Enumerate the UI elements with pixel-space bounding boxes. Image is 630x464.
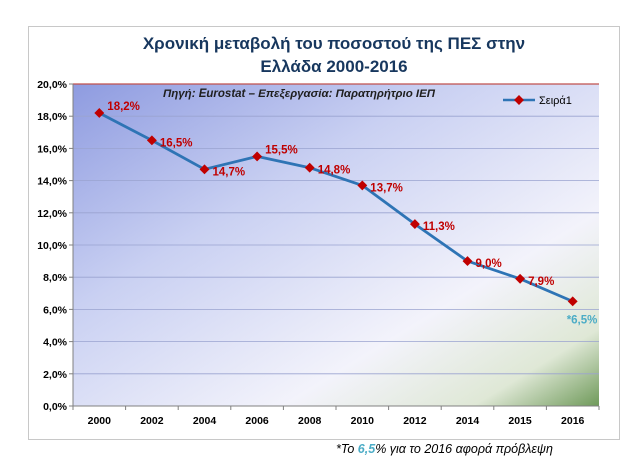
- source-note: Πηγή: Eurostat – Επεξεργασία: Παρατηρήτρ…: [163, 88, 436, 100]
- y-axis-ticks: 0,0% 2,0% 4,0% 6,0% 8,0% 10,0% 12,0% 14,0% 16,0%…: [37, 79, 67, 413]
- x-tick-label: 2002: [140, 415, 164, 427]
- data-point-marker: [304, 162, 315, 173]
- x-tick-label: 2000: [88, 415, 112, 427]
- series-layer: [94, 108, 578, 307]
- series-line: [98, 111, 574, 303]
- x-tick-label: 2016: [561, 415, 585, 427]
- chart-title-line-1: Χρονική μεταβολή του ποσοστού της ΠΕΣ στ…: [143, 34, 525, 53]
- chart-svg: Χρονική μεταβολή του ποσοστού της ΠΕΣ στ…: [37, 34, 600, 427]
- y-tick-label: 6,0%: [43, 304, 68, 316]
- y-tick-label: 2,0%: [43, 369, 68, 381]
- legend-marker-swatch: [514, 95, 524, 105]
- y-tick-label: 12,0%: [37, 208, 67, 220]
- data-point-marker: [409, 219, 420, 230]
- data-label: 14,7%: [213, 166, 246, 178]
- footnote-prefix: *Το: [336, 442, 358, 456]
- x-axis-ticks: 2000 2002 2004 2006 2008 2010 2012 2014 2015 2016: [72, 406, 600, 427]
- data-point-marker: [94, 108, 105, 118]
- data-label: 14,8%: [318, 165, 351, 177]
- x-tick-label: 2015: [508, 415, 532, 427]
- chart-frame: Χρονική μεταβολή του ποσοστού της ΠΕΣ στ…: [28, 26, 620, 440]
- x-tick-label: 2012: [403, 415, 427, 427]
- footnote-suffix: % για το 2016 αφορά πρόβλεψη: [375, 442, 553, 456]
- legend: Σειρά1: [503, 95, 572, 107]
- chart-title-line-2: Ελλάδα 2000-2016: [260, 57, 407, 76]
- data-label-layer: 18,2% 16,5% 14,7% 15,5% 14,8% 13,7% 11,3% 9,0% 7…: [107, 101, 597, 326]
- grid-layer: [69, 83, 599, 407]
- data-point-marker: [567, 296, 578, 307]
- data-label: *6,5%: [567, 314, 598, 326]
- data-label: 15,5%: [265, 144, 298, 156]
- x-tick-label: 2014: [456, 415, 480, 427]
- data-point-marker: [252, 151, 263, 162]
- data-label: 11,3%: [423, 221, 455, 233]
- y-tick-label: 18,0%: [37, 111, 67, 123]
- x-tick-label: 2008: [298, 415, 322, 427]
- y-tick-label: 20,0%: [37, 79, 67, 91]
- data-point-marker: [199, 164, 210, 175]
- legend-series-name: Σειρά1: [539, 95, 572, 107]
- x-tick-label: 2006: [245, 415, 269, 427]
- y-tick-label: 0,0%: [43, 401, 68, 413]
- y-tick-label: 4,0%: [43, 337, 68, 349]
- data-label: 7,9%: [528, 276, 554, 288]
- footnote: *Το 6,5% για το 2016 αφορά πρόβλεψη: [336, 442, 553, 456]
- y-tick-label: 10,0%: [37, 240, 67, 252]
- data-point-marker: [357, 180, 368, 191]
- data-label: 18,2%: [107, 101, 140, 113]
- data-label: 16,5%: [160, 137, 193, 149]
- x-tick-label: 2004: [193, 415, 217, 427]
- data-point-marker: [146, 135, 157, 146]
- y-tick-label: 14,0%: [37, 176, 67, 188]
- x-tick-label: 2010: [351, 415, 375, 427]
- footnote-highlight: 6,5: [357, 442, 376, 456]
- y-tick-label: 8,0%: [43, 272, 68, 284]
- y-tick-label: 16,0%: [37, 143, 67, 155]
- data-label: 13,7%: [370, 182, 403, 194]
- data-label: 9,0%: [476, 258, 502, 270]
